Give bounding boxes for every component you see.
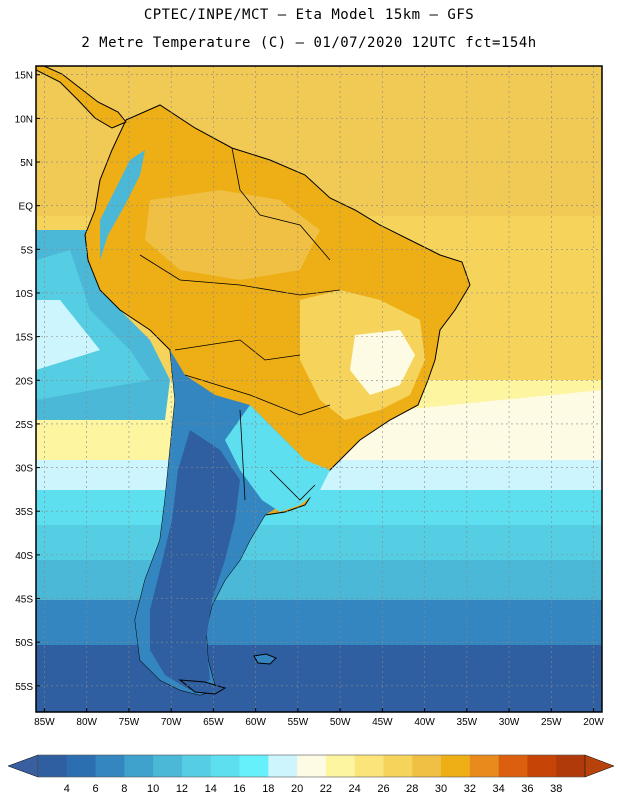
colorbar-labels: 4 6 8 10 12 14 16 18 20 22 24 26 28 30 32 34 36 38 xyxy=(64,783,563,795)
lat-tick-label: 15S xyxy=(15,333,33,344)
lat-tick-label: 55S xyxy=(15,682,33,693)
lon-tick-label: 60W xyxy=(245,717,266,728)
lat-tick-label: 10S xyxy=(15,289,33,300)
lat-tick-label: 50S xyxy=(15,638,33,649)
colorbar-swatch xyxy=(124,755,154,777)
ocean-band-8 xyxy=(36,600,602,650)
latitude-labels: 15N 10N 5N EQ 5S 10S 15S 20S 25S 30S 35S 40S 45S 50S 5… xyxy=(15,71,40,693)
pampas-mild xyxy=(225,405,330,512)
colorbar-swatch xyxy=(354,755,384,777)
colorbar-swatch xyxy=(297,755,327,777)
longitude-labels: 85W 80W 75W 70W 65W 60W 55W 50W 45W 40W 35W 30W 25W 2… xyxy=(34,708,604,728)
patagonia-cold xyxy=(150,430,240,690)
colorbar-label: 36 xyxy=(521,783,533,795)
lat-tick-label: EQ xyxy=(19,202,34,213)
map-frame xyxy=(35,65,603,713)
colorbar-swatch xyxy=(239,755,269,777)
ocean-band-22 xyxy=(300,390,602,470)
chart-subtitle: 2 Metre Temperature (C) – 01/07/2020 12U… xyxy=(81,35,537,51)
colorbar-swatch xyxy=(181,755,212,777)
colorbar-label: 6 xyxy=(93,783,99,795)
tierra-del-fuego xyxy=(178,679,227,695)
colorbar-swatch xyxy=(412,755,442,777)
colorbar-swatch xyxy=(498,755,528,777)
colorbar-swatch xyxy=(153,755,183,777)
colorbar-swatch xyxy=(441,755,471,777)
chart-title: CPTEC/INPE/MCT – Eta Model 15km – GFS xyxy=(143,7,475,23)
colorbar-label: 28 xyxy=(406,783,418,795)
lat-tick-label: 40S xyxy=(15,551,33,562)
colorbar-under-arrow xyxy=(7,754,39,778)
lon-tick-label: 55W xyxy=(288,717,309,728)
colorbar-swatch xyxy=(268,755,298,777)
lat-tick-label: 35S xyxy=(15,507,33,518)
colorbar-label: 8 xyxy=(121,783,127,795)
andes-cold xyxy=(100,150,145,260)
lon-tick-label: 40W xyxy=(414,717,435,728)
ocean-band-16 xyxy=(36,490,602,530)
lon-tick-label: 85W xyxy=(34,717,55,728)
map-field xyxy=(36,66,602,712)
colorbar-label: 26 xyxy=(377,783,389,795)
central-america-land xyxy=(36,66,127,129)
lon-tick-label: 30W xyxy=(499,717,520,728)
colorbar-swatch xyxy=(527,755,557,777)
colorbar-label: 24 xyxy=(349,783,361,795)
lat-tick-label: 5N xyxy=(20,158,33,169)
lon-tick-label: 25W xyxy=(541,717,562,728)
colorbar-label: 38 xyxy=(550,783,562,795)
colorbar-label: 22 xyxy=(320,783,332,795)
colorbar-swatch xyxy=(66,755,97,777)
colorbar-label: 20 xyxy=(291,783,303,795)
lon-tick-label: 80W xyxy=(76,717,97,728)
colorbar-swatch xyxy=(469,755,500,777)
colorbar-label: 12 xyxy=(176,783,188,795)
lon-tick-label: 35W xyxy=(457,717,478,728)
colorbar-swatch xyxy=(325,755,356,777)
colorbar-label: 4 xyxy=(64,783,70,795)
colorbar-swatch xyxy=(210,755,241,777)
colorbar-swatch xyxy=(383,755,413,777)
colorbar-over-arrow xyxy=(584,754,615,778)
lat-tick-label: 45S xyxy=(15,595,33,606)
lon-tick-label: 75W xyxy=(119,717,140,728)
ocean-band-14 xyxy=(36,525,602,565)
colorbar-swatch xyxy=(38,755,68,777)
amazon-hot xyxy=(145,190,320,280)
lat-tick-label: 10N xyxy=(15,114,33,125)
lon-tick-label: 20W xyxy=(583,717,604,728)
lon-tick-label: 65W xyxy=(203,717,224,728)
lon-tick-label: 50W xyxy=(330,717,351,728)
lat-tick-label: 30S xyxy=(15,464,33,475)
ocean-band-12 xyxy=(36,560,602,605)
lat-tick-label: 25S xyxy=(15,420,33,431)
colorbar-swatch xyxy=(95,755,125,777)
colorbar-label: 30 xyxy=(435,783,447,795)
colorbar-label: 16 xyxy=(233,783,245,795)
pacific-cool-inner xyxy=(36,250,150,400)
colorbar-label: 18 xyxy=(262,783,274,795)
colorbar-label: 32 xyxy=(464,783,476,795)
lat-tick-label: 5S xyxy=(21,245,34,256)
colorbar-label: 10 xyxy=(147,783,159,795)
lat-tick-label: 20S xyxy=(15,376,33,387)
colorbar-swatch xyxy=(556,755,586,777)
map-gridlines xyxy=(36,66,602,712)
ocean-band-4 xyxy=(36,645,602,712)
colorbar-label: 14 xyxy=(205,783,217,795)
colorbar xyxy=(7,754,615,778)
lon-tick-label: 70W xyxy=(161,717,182,728)
colorbar-label: 34 xyxy=(493,783,505,795)
falkland-islands xyxy=(253,653,277,665)
pacific-cool-core xyxy=(36,300,100,370)
lat-tick-label: 15N xyxy=(15,71,33,82)
lon-tick-label: 45W xyxy=(372,717,393,728)
country-borders xyxy=(139,147,341,501)
